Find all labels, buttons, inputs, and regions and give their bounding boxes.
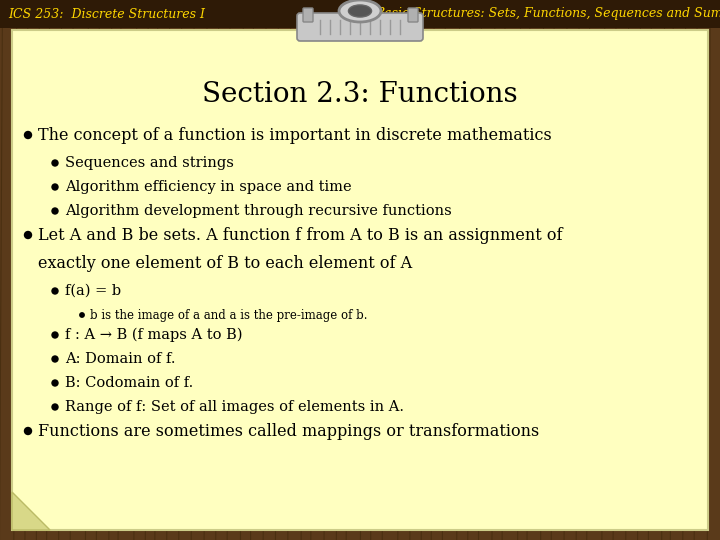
Circle shape [52, 332, 58, 338]
Text: B: Codomain of f.: B: Codomain of f. [65, 376, 193, 390]
Circle shape [52, 356, 58, 362]
Text: exactly one element of B to each element of A: exactly one element of B to each element… [38, 254, 412, 272]
Text: Sequences and strings: Sequences and strings [65, 156, 234, 170]
Polygon shape [12, 492, 50, 530]
Circle shape [24, 132, 32, 138]
Text: Let A and B be sets. A function f from A to B is an assignment of: Let A and B be sets. A function f from A… [38, 226, 562, 244]
Circle shape [52, 380, 58, 386]
Circle shape [24, 232, 32, 239]
Bar [0, 0, 720, 28]
Circle shape [80, 313, 84, 317]
Ellipse shape [348, 5, 372, 17]
Text: Basic Structures: Sets, Functions, Sequences and Sums: Basic Structures: Sets, Functions, Seque… [375, 8, 720, 21]
Text: Functions are sometimes called mappings or transformations: Functions are sometimes called mappings … [38, 422, 539, 440]
Circle shape [52, 288, 58, 294]
Text: 29: 29 [347, 8, 365, 21]
Circle shape [24, 428, 32, 435]
Circle shape [52, 184, 58, 190]
Text: f(a) = b: f(a) = b [65, 284, 121, 298]
Text: Range of f: Set of all images of elements in A.: Range of f: Set of all images of element… [65, 400, 404, 414]
Ellipse shape [339, 0, 381, 22]
Text: f : A → B (f maps A to B): f : A → B (f maps A to B) [65, 328, 243, 342]
Circle shape [343, 1, 369, 27]
Text: Algorithm efficiency in space and time: Algorithm efficiency in space and time [65, 180, 351, 194]
Text: The concept of a function is important in discrete mathematics: The concept of a function is important i… [38, 126, 552, 144]
Text: b is the image of a and a is the pre-image of b.: b is the image of a and a is the pre-ima… [90, 308, 367, 321]
Circle shape [52, 160, 58, 166]
FancyBboxPatch shape [408, 8, 418, 22]
Text: Algorithm development through recursive functions: Algorithm development through recursive … [65, 204, 451, 218]
Text: Section 2.3: Functions: Section 2.3: Functions [202, 82, 518, 109]
Text: A: Domain of f.: A: Domain of f. [65, 352, 176, 366]
FancyBboxPatch shape [12, 30, 708, 530]
Circle shape [52, 208, 58, 214]
Text: ICS 253:  Discrete Structures I: ICS 253: Discrete Structures I [8, 8, 205, 21]
FancyBboxPatch shape [303, 8, 313, 22]
Circle shape [52, 404, 58, 410]
FancyBboxPatch shape [297, 13, 423, 41]
